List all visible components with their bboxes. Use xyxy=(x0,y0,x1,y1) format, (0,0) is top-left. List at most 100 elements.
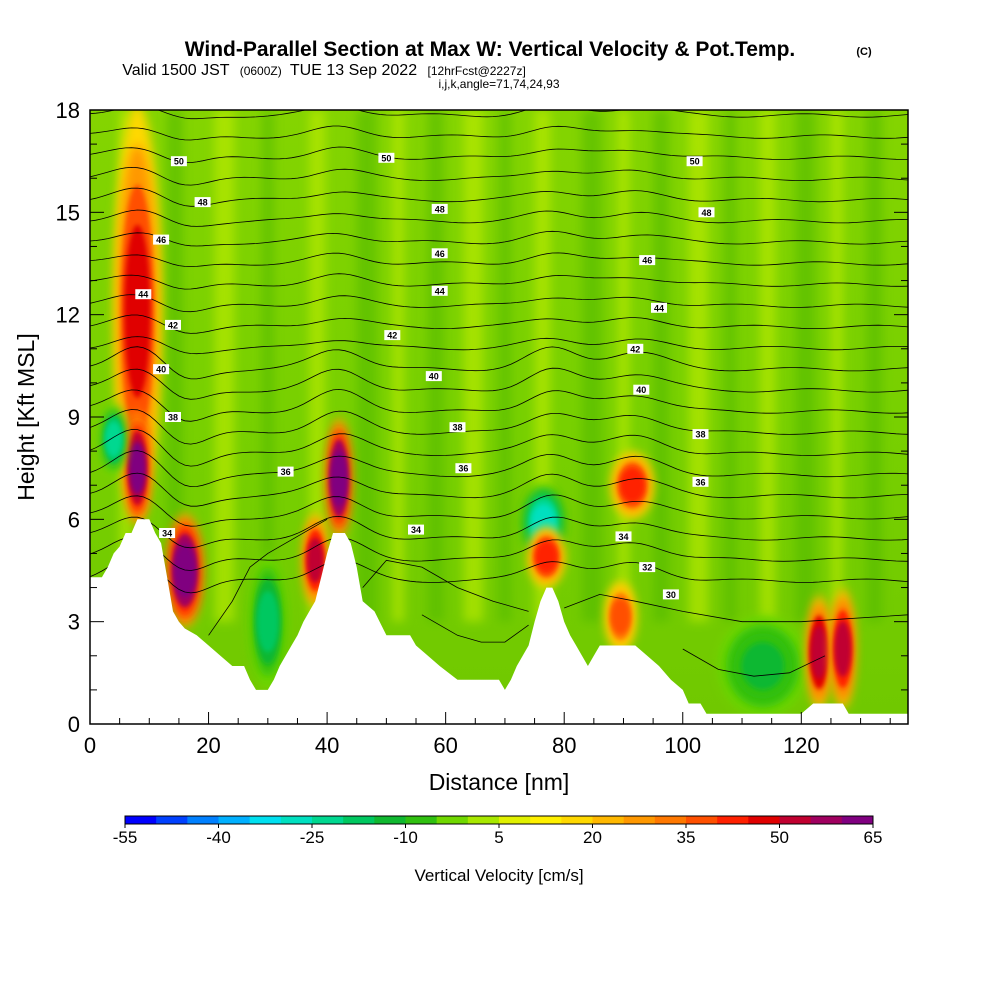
valid-date: TUE 13 Sep 2022 xyxy=(290,62,417,79)
colorbar-swatch xyxy=(218,816,251,824)
colorbar-swatch xyxy=(374,816,406,824)
theta-contour-label: 46 xyxy=(431,248,448,259)
label-text: 40 xyxy=(636,385,646,395)
theta-contour-label: 48 xyxy=(698,207,715,218)
valid-time: Valid 1500 JST xyxy=(122,62,230,79)
theta-contour-line xyxy=(682,648,826,677)
x-tick-label: 20 xyxy=(196,733,220,758)
label-box xyxy=(627,343,644,354)
label-text: 44 xyxy=(654,303,664,313)
theta-contour-line xyxy=(90,166,908,186)
theta-contour-line xyxy=(90,125,908,141)
contour-labels: 30 32 34 34 34 36 36 36 38 38 38 40 40 40 42 42 42 44 44 44… xyxy=(135,152,715,600)
updraft-core xyxy=(620,468,645,503)
label-box xyxy=(639,255,656,266)
colorbar-tick-label: 5 xyxy=(494,828,503,847)
x-axis: 0 20 40 60 80 100 120 xyxy=(84,712,891,758)
label-box xyxy=(165,412,181,422)
label-box xyxy=(431,248,448,259)
theta-contour-label: 40 xyxy=(425,371,442,382)
texture-streak xyxy=(392,110,405,622)
y-tick-label: 18 xyxy=(56,98,80,123)
label-box xyxy=(165,319,181,330)
texture-streak xyxy=(261,110,274,622)
forecast-tag: [12hrFcst@2227z] xyxy=(428,64,526,78)
theta-contour-line xyxy=(90,536,908,571)
x-tick-label: 60 xyxy=(433,733,457,758)
theta-contour-line xyxy=(90,515,908,549)
updraft-core xyxy=(129,441,146,495)
label-box xyxy=(449,422,466,433)
x-tick-label: 100 xyxy=(664,733,701,758)
theta-contour-label: 40 xyxy=(633,384,650,395)
label-box xyxy=(384,330,401,341)
texture-streaks xyxy=(119,110,883,622)
texture-streak xyxy=(581,110,602,622)
theta-contour-label: 34 xyxy=(408,524,424,535)
colorbar-swatch xyxy=(156,816,188,824)
texture-streak xyxy=(166,110,183,622)
theta-contour-line xyxy=(421,614,529,643)
label-text: 40 xyxy=(156,365,166,375)
texture-streak xyxy=(795,110,816,622)
label-text: 46 xyxy=(435,249,445,259)
theta-contour-line xyxy=(90,494,908,527)
texture-streak xyxy=(214,110,235,622)
colorbar-tick-label: -10 xyxy=(393,828,418,847)
texture-streak xyxy=(309,110,326,622)
theta-contour-label: 44 xyxy=(135,289,152,300)
theta-contour-label: 44 xyxy=(651,302,667,313)
label-text: 42 xyxy=(387,331,397,341)
theta-contour-line xyxy=(90,388,908,422)
label-text: 48 xyxy=(701,208,711,218)
label-box xyxy=(153,234,170,245)
texture-streak xyxy=(427,110,444,622)
colorbar-swatch xyxy=(623,816,656,824)
x-tick-label: 120 xyxy=(783,733,820,758)
theta-contour-label: 42 xyxy=(627,343,644,354)
velocity-features xyxy=(101,110,855,717)
y-tick-label: 15 xyxy=(56,200,80,225)
theta-contour-label: 36 xyxy=(277,466,294,477)
colorbar-swatch xyxy=(249,816,282,824)
colorbar-tick-label: -55 xyxy=(113,828,138,847)
theta-contour-line xyxy=(90,314,908,334)
label-box xyxy=(639,562,656,573)
label-text: 50 xyxy=(690,157,700,167)
theta-contour-line xyxy=(90,472,908,507)
updraft-core xyxy=(174,544,196,597)
colorbar-swatch xyxy=(717,816,749,824)
label-box xyxy=(686,156,703,167)
chart-title: Wind-Parallel Section at Max W: Vertical… xyxy=(185,38,796,61)
updraft-core xyxy=(610,598,631,635)
title-block: Wind-Parallel Section at Max W: Vertical… xyxy=(122,38,872,91)
updraft-core xyxy=(306,537,324,583)
colorbar-swatch xyxy=(779,816,812,824)
theta-contour-line xyxy=(362,559,529,612)
label-box xyxy=(378,152,395,163)
colorbar-tick-label: 35 xyxy=(677,828,696,847)
label-box xyxy=(431,203,448,214)
y-tick-label: 6 xyxy=(68,507,80,532)
label-text: 30 xyxy=(666,590,676,600)
texture-streak xyxy=(617,110,630,622)
updraft-core xyxy=(124,224,151,398)
theta-contour-line xyxy=(90,273,908,290)
theta-contour-line xyxy=(90,450,908,488)
theta-contour-label: 38 xyxy=(692,429,709,440)
label-text: 46 xyxy=(156,235,166,245)
label-box xyxy=(159,528,176,538)
label-text: 42 xyxy=(168,320,178,330)
theta-contour-label: 38 xyxy=(165,412,181,423)
theta-contour-label: 30 xyxy=(662,589,679,600)
theta-contour-label: 46 xyxy=(639,255,656,266)
y-tick-label: 3 xyxy=(68,610,80,635)
theta-contour-label: 38 xyxy=(449,422,466,433)
colorbar-tick-label: -25 xyxy=(300,828,325,847)
label-text: 36 xyxy=(281,467,291,477)
label-box xyxy=(153,364,170,375)
colorbar-title: Vertical Velocity [cm/s] xyxy=(414,866,583,885)
x-tick-label: 0 xyxy=(84,733,96,758)
theta-contour-line xyxy=(90,187,908,207)
